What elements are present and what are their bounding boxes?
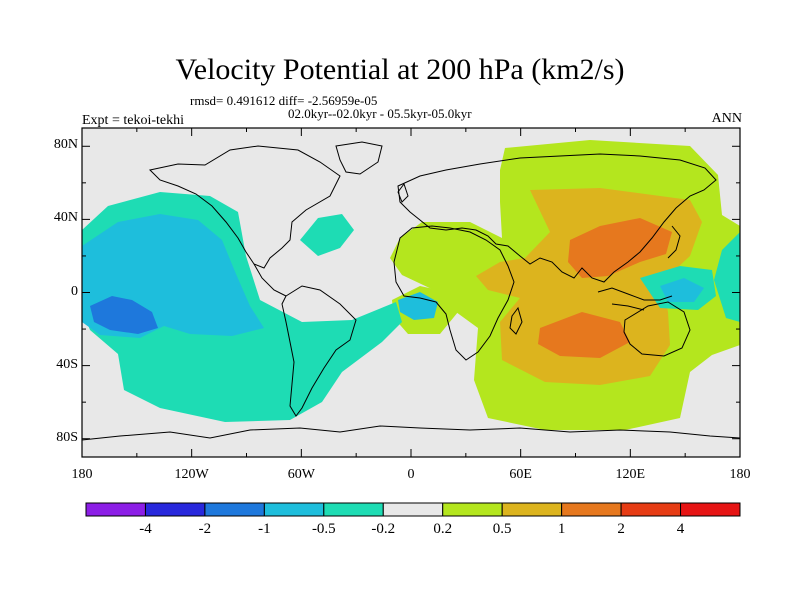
colorbar-swatch bbox=[382, 502, 444, 517]
colorbar-label: 4 bbox=[676, 521, 685, 537]
colorbar-label: -0.2 bbox=[371, 521, 396, 537]
coast-africa bbox=[393, 225, 515, 361]
coast-australia bbox=[623, 301, 691, 357]
coast-madagascar bbox=[509, 306, 523, 335]
x-tick-label: 120W bbox=[174, 467, 209, 482]
colorbar-swatch bbox=[204, 502, 265, 517]
y-tick-label: 80S bbox=[56, 429, 78, 445]
colorbar-label: -4 bbox=[139, 521, 152, 537]
stats-text: rmsd= 0.491612 diff= -2.56959e-05 bbox=[190, 93, 378, 108]
colorbar-swatch bbox=[85, 502, 146, 517]
contour-neg-mid-atlantic bbox=[398, 292, 438, 320]
contour-field bbox=[82, 128, 740, 457]
coast-antarctica bbox=[82, 425, 740, 441]
x-tick-label: 60E bbox=[509, 467, 532, 482]
experiment-label: Expt = tekoi-tekhi bbox=[82, 113, 184, 128]
x-tick-label: 60W bbox=[287, 467, 315, 482]
x-tick-label: 120E bbox=[615, 467, 646, 482]
coast-eurasia bbox=[397, 153, 717, 283]
contour-pos-strong-indian bbox=[538, 312, 630, 358]
colorbar-swatch bbox=[680, 502, 741, 517]
y-tick-label: 40N bbox=[53, 210, 78, 226]
coast-japan bbox=[667, 225, 681, 259]
contour-neg-weak-atlantic-blob bbox=[300, 214, 354, 256]
x-tick-label: 0 bbox=[407, 467, 415, 482]
colorbar-label: 0.5 bbox=[492, 521, 512, 537]
colorbar-label: 1 bbox=[557, 521, 566, 537]
colorbar-label: 0.2 bbox=[433, 521, 453, 537]
colorbar-label: -0.5 bbox=[311, 521, 336, 537]
colorbar-swatch bbox=[620, 502, 682, 517]
coast-central-america bbox=[253, 263, 287, 297]
coast-greenland bbox=[335, 141, 383, 175]
contour-pos-strong-asia bbox=[568, 218, 672, 278]
contour-neg-weak-east-edge bbox=[714, 232, 740, 322]
coast-indonesia bbox=[597, 287, 673, 311]
colorbar-label: -2 bbox=[198, 521, 212, 537]
coast-south-america bbox=[281, 285, 357, 417]
y-tick-label: 40S bbox=[56, 356, 78, 372]
colorbar-swatch bbox=[263, 502, 325, 517]
y-tick-label: 80N bbox=[53, 137, 78, 153]
colorbar-label: 2 bbox=[617, 521, 625, 537]
x-tick-label: 180 bbox=[71, 467, 93, 482]
x-tick-label: 180 bbox=[729, 467, 751, 482]
colorbar bbox=[85, 502, 741, 517]
plot-title: Velocity Potential at 200 hPa (km2/s) bbox=[175, 53, 625, 86]
season-label: ANN bbox=[711, 111, 742, 126]
colorbar-swatch bbox=[144, 502, 206, 517]
colorbar-swatch bbox=[561, 502, 622, 517]
colorbar-swatch bbox=[501, 502, 563, 517]
colorbar-label: -1 bbox=[258, 521, 271, 537]
axis-ticks bbox=[81, 128, 741, 457]
colorbar-swatch bbox=[442, 502, 503, 517]
coast-uk bbox=[397, 182, 409, 203]
colorbar-swatch bbox=[323, 502, 384, 517]
period-text: 02.0kyr--02.0kyr - 05.5kyr-05.0kyr bbox=[288, 106, 472, 121]
contour-neg-strong-pacific bbox=[90, 296, 158, 334]
y-tick-label: 0 bbox=[71, 283, 78, 299]
coast-north-america bbox=[148, 145, 341, 269]
coastlines bbox=[82, 141, 740, 441]
